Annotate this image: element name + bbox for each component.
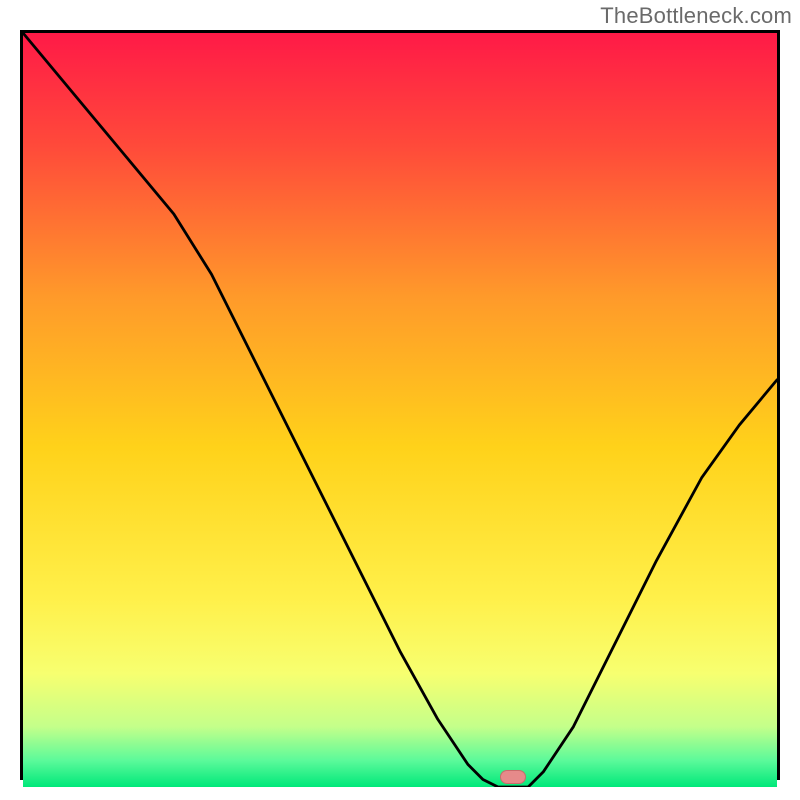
chart-container: TheBottleneck.com — [0, 0, 800, 800]
bottleneck-marker — [500, 770, 526, 784]
plot-area — [20, 30, 780, 780]
bottleneck-curve — [23, 33, 777, 787]
watermark-text: TheBottleneck.com — [600, 3, 792, 29]
